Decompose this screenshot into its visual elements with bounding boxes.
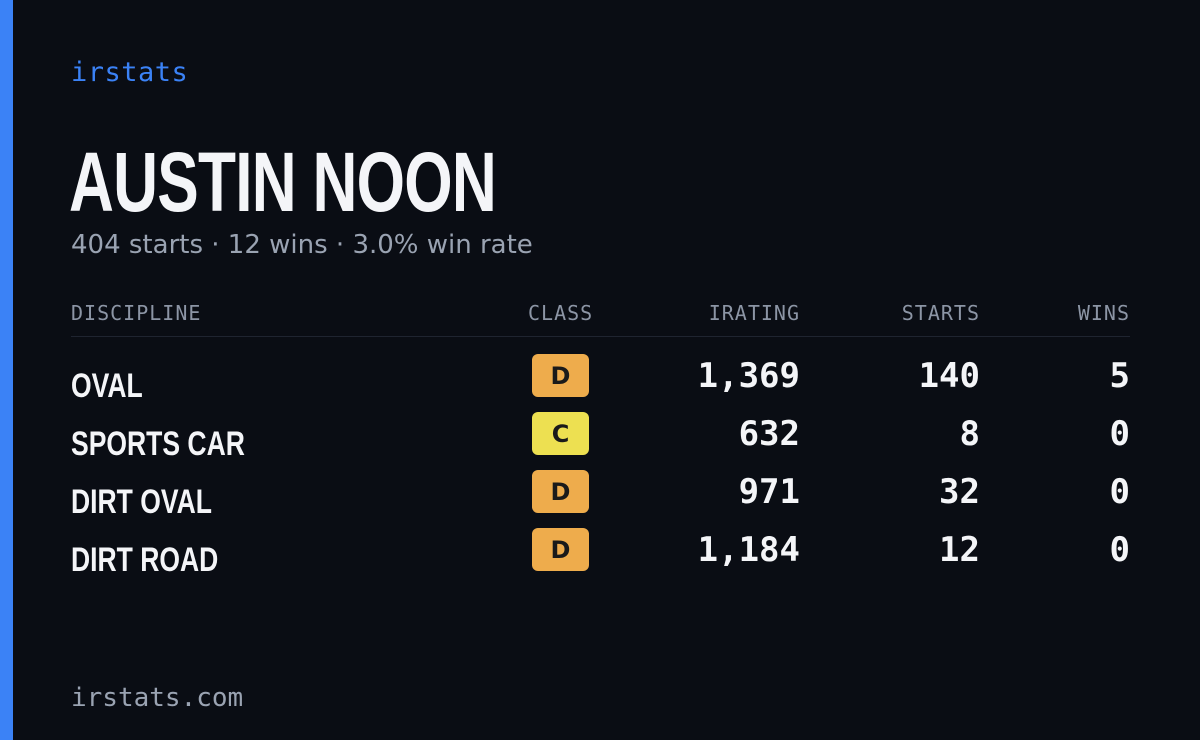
header-discipline: DISCIPLINE bbox=[71, 301, 202, 325]
table-row: OVAL D 1,369 140 5 bbox=[71, 354, 1130, 412]
stats-table: DISCIPLINE CLASS IRATING STARTS WINS OVA… bbox=[71, 296, 1130, 586]
starts-value: 140 bbox=[918, 356, 980, 396]
discipline-name: DIRT OVAL bbox=[71, 483, 212, 521]
wins-value: 5 bbox=[1109, 356, 1130, 396]
footer-url: irstats.com bbox=[71, 683, 244, 713]
career-summary: 404 starts · 12 wins · 3.0% win rate bbox=[71, 230, 533, 260]
discipline-name: OVAL bbox=[71, 367, 143, 405]
discipline-name: DIRT ROAD bbox=[71, 541, 219, 579]
table-header: DISCIPLINE CLASS IRATING STARTS WINS bbox=[71, 296, 1130, 337]
irating-value: 1,184 bbox=[697, 530, 800, 570]
irating-value: 1,369 bbox=[697, 356, 800, 396]
table-row: SPORTS CAR C 632 8 0 bbox=[71, 412, 1130, 470]
starts-value: 32 bbox=[939, 472, 980, 512]
header-wins: WINS bbox=[1077, 301, 1130, 325]
class-badge: D bbox=[532, 528, 589, 571]
driver-name: AUSTIN NOON bbox=[69, 135, 497, 229]
class-badge: D bbox=[532, 354, 589, 397]
wins-value: 0 bbox=[1109, 530, 1130, 570]
table-row: DIRT ROAD D 1,184 12 0 bbox=[71, 528, 1130, 586]
irating-value: 632 bbox=[738, 414, 800, 454]
discipline-name: SPORTS CAR bbox=[71, 425, 245, 463]
class-badge: C bbox=[532, 412, 589, 455]
table-row: DIRT OVAL D 971 32 0 bbox=[71, 470, 1130, 528]
starts-value: 12 bbox=[939, 530, 980, 570]
header-class: CLASS bbox=[528, 301, 594, 325]
table-body: OVAL D 1,369 140 5 SPORTS CAR C 632 8 0 … bbox=[71, 354, 1130, 586]
class-badge: D bbox=[532, 470, 589, 513]
header-starts: STARTS bbox=[901, 301, 980, 325]
irating-value: 971 bbox=[738, 472, 800, 512]
header-irating: IRATING bbox=[708, 301, 800, 325]
wins-value: 0 bbox=[1109, 414, 1130, 454]
wins-value: 0 bbox=[1109, 472, 1130, 512]
brand-logo: irstats bbox=[71, 57, 189, 88]
starts-value: 8 bbox=[959, 414, 980, 454]
accent-bar bbox=[0, 0, 13, 740]
